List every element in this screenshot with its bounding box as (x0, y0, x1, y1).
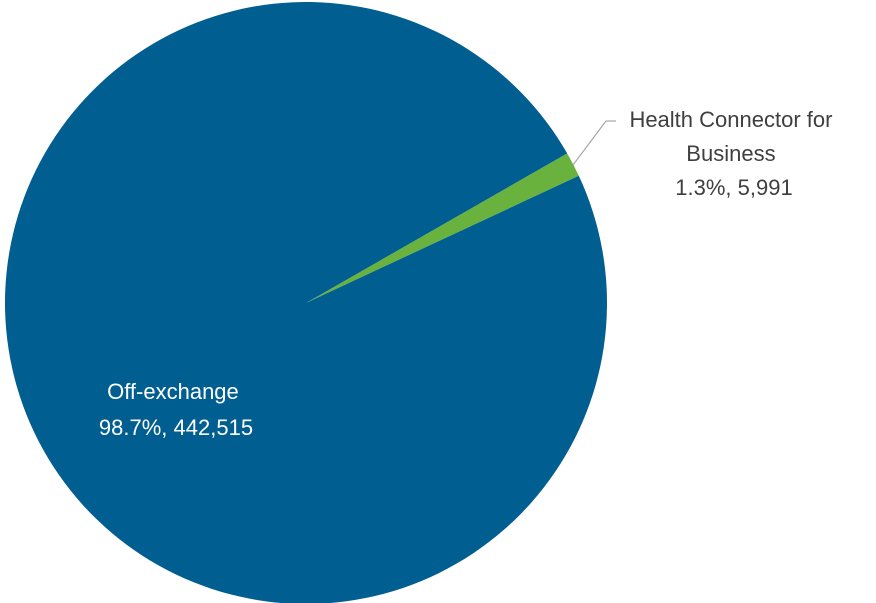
label-health-connector-line1: Health Connector for (629, 107, 832, 132)
pie-slice-health-connector-for-business (306, 153, 579, 303)
label-off-exchange-line2: 98.7%, 442,515 (99, 415, 253, 440)
label-off-exchange-line1: Off-exchange (107, 379, 239, 404)
leader-line-health-connector (572, 120, 607, 166)
label-health-connector-line2: Business (686, 141, 775, 166)
pie-slices (5, 2, 607, 603)
label-off-exchange: Off-exchange 98.7%, 442,515 (99, 379, 253, 440)
label-health-connector-line3: 1.3%, 5,991 (675, 175, 792, 200)
label-health-connector: Health Connector for Business 1.3%, 5,99… (629, 107, 838, 200)
pie-slice-off-exchange (5, 2, 607, 603)
